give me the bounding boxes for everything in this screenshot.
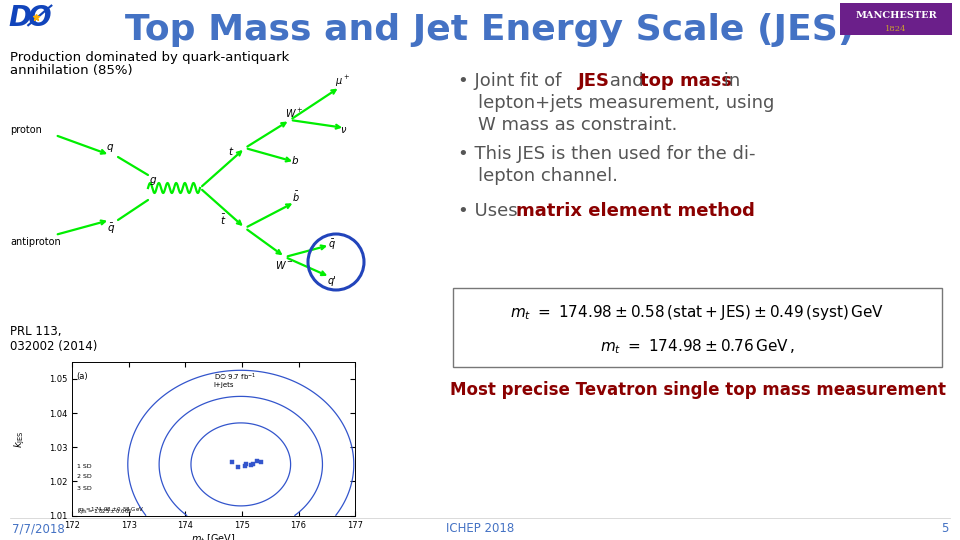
Text: $m_t \ = \ 174.98 \pm 0.58\,(\mathrm{stat+JES}) \pm 0.49\,(\mathrm{syst})\,\math: $m_t \ = \ 174.98 \pm 0.58\,(\mathrm{sta… bbox=[511, 302, 884, 321]
Text: t: t bbox=[228, 147, 232, 157]
Text: $\bar{q}$: $\bar{q}$ bbox=[328, 238, 336, 252]
Text: $\mu^+$: $\mu^+$ bbox=[335, 74, 350, 89]
Text: lepton+jets measurement, using: lepton+jets measurement, using bbox=[478, 94, 775, 112]
Text: q: q bbox=[107, 142, 113, 152]
Text: annihilation (85%): annihilation (85%) bbox=[10, 64, 132, 77]
X-axis label: $m_t$ [GeV]: $m_t$ [GeV] bbox=[191, 532, 236, 540]
Text: $k_{\rm JES} = 1.025 \pm 0.005$: $k_{\rm JES} = 1.025 \pm 0.005$ bbox=[77, 508, 132, 518]
Text: $\bar{t}$: $\bar{t}$ bbox=[220, 213, 227, 227]
Text: $W^-$: $W^-$ bbox=[275, 259, 294, 271]
Text: proton: proton bbox=[10, 125, 42, 135]
Text: $\bar{q}$: $\bar{q}$ bbox=[107, 222, 115, 236]
Text: lepton channel.: lepton channel. bbox=[478, 167, 618, 185]
Text: Production dominated by quark-antiquark: Production dominated by quark-antiquark bbox=[10, 51, 289, 64]
Text: JES: JES bbox=[578, 72, 610, 90]
Text: $W^+$: $W^+$ bbox=[285, 107, 303, 120]
Text: $m_t = 174.98 \pm 0.58$ GeV: $m_t = 174.98 \pm 0.58$ GeV bbox=[77, 505, 144, 514]
Text: • Uses: • Uses bbox=[458, 202, 523, 220]
FancyBboxPatch shape bbox=[840, 3, 952, 35]
Text: MANCHESTER: MANCHESTER bbox=[855, 10, 937, 19]
Text: Most precise Tevatron single top mass measurement: Most precise Tevatron single top mass me… bbox=[449, 381, 946, 399]
Text: • This JES is then used for the di-: • This JES is then used for the di- bbox=[458, 145, 756, 163]
Text: 1 SD: 1 SD bbox=[77, 464, 91, 469]
Text: PRL 113,
032002 (2014): PRL 113, 032002 (2014) bbox=[10, 325, 97, 353]
Text: in: in bbox=[718, 72, 740, 90]
Text: W mass as constraint.: W mass as constraint. bbox=[478, 116, 678, 134]
FancyBboxPatch shape bbox=[453, 288, 942, 367]
Text: Ø: Ø bbox=[27, 4, 51, 32]
Text: matrix element method: matrix element method bbox=[516, 202, 755, 220]
Text: and: and bbox=[604, 72, 649, 90]
Text: l+jets: l+jets bbox=[214, 382, 234, 388]
Text: • Joint fit of: • Joint fit of bbox=[458, 72, 567, 90]
Text: 1824: 1824 bbox=[885, 25, 907, 33]
Text: antiproton: antiproton bbox=[10, 237, 60, 247]
Text: top mass: top mass bbox=[640, 72, 732, 90]
Text: D: D bbox=[8, 4, 31, 32]
Y-axis label: $k_{\rm JES}$: $k_{\rm JES}$ bbox=[12, 430, 27, 448]
Text: (a): (a) bbox=[77, 372, 88, 381]
Text: Top Mass and Jet Energy Scale (JES): Top Mass and Jet Energy Scale (JES) bbox=[126, 13, 854, 47]
Text: b: b bbox=[292, 156, 299, 166]
Text: D$\emptyset$ 9.7 fb$^{-1}$: D$\emptyset$ 9.7 fb$^{-1}$ bbox=[214, 372, 256, 383]
Text: $\bar{b}$: $\bar{b}$ bbox=[292, 190, 300, 204]
Text: ICHEP 2018: ICHEP 2018 bbox=[445, 523, 515, 536]
Text: q': q' bbox=[328, 276, 337, 286]
Text: 3 SD: 3 SD bbox=[77, 486, 91, 491]
Text: 5: 5 bbox=[941, 523, 948, 536]
Text: 2 SD: 2 SD bbox=[77, 474, 91, 479]
Text: 7/7/2018: 7/7/2018 bbox=[12, 523, 64, 536]
Text: $m_t \ = \ 174.98 \pm 0.76\,\mathrm{GeV}\,,$: $m_t \ = \ 174.98 \pm 0.76\,\mathrm{GeV}… bbox=[600, 338, 795, 356]
Text: $\nu$: $\nu$ bbox=[340, 125, 348, 135]
Text: g: g bbox=[150, 175, 156, 185]
